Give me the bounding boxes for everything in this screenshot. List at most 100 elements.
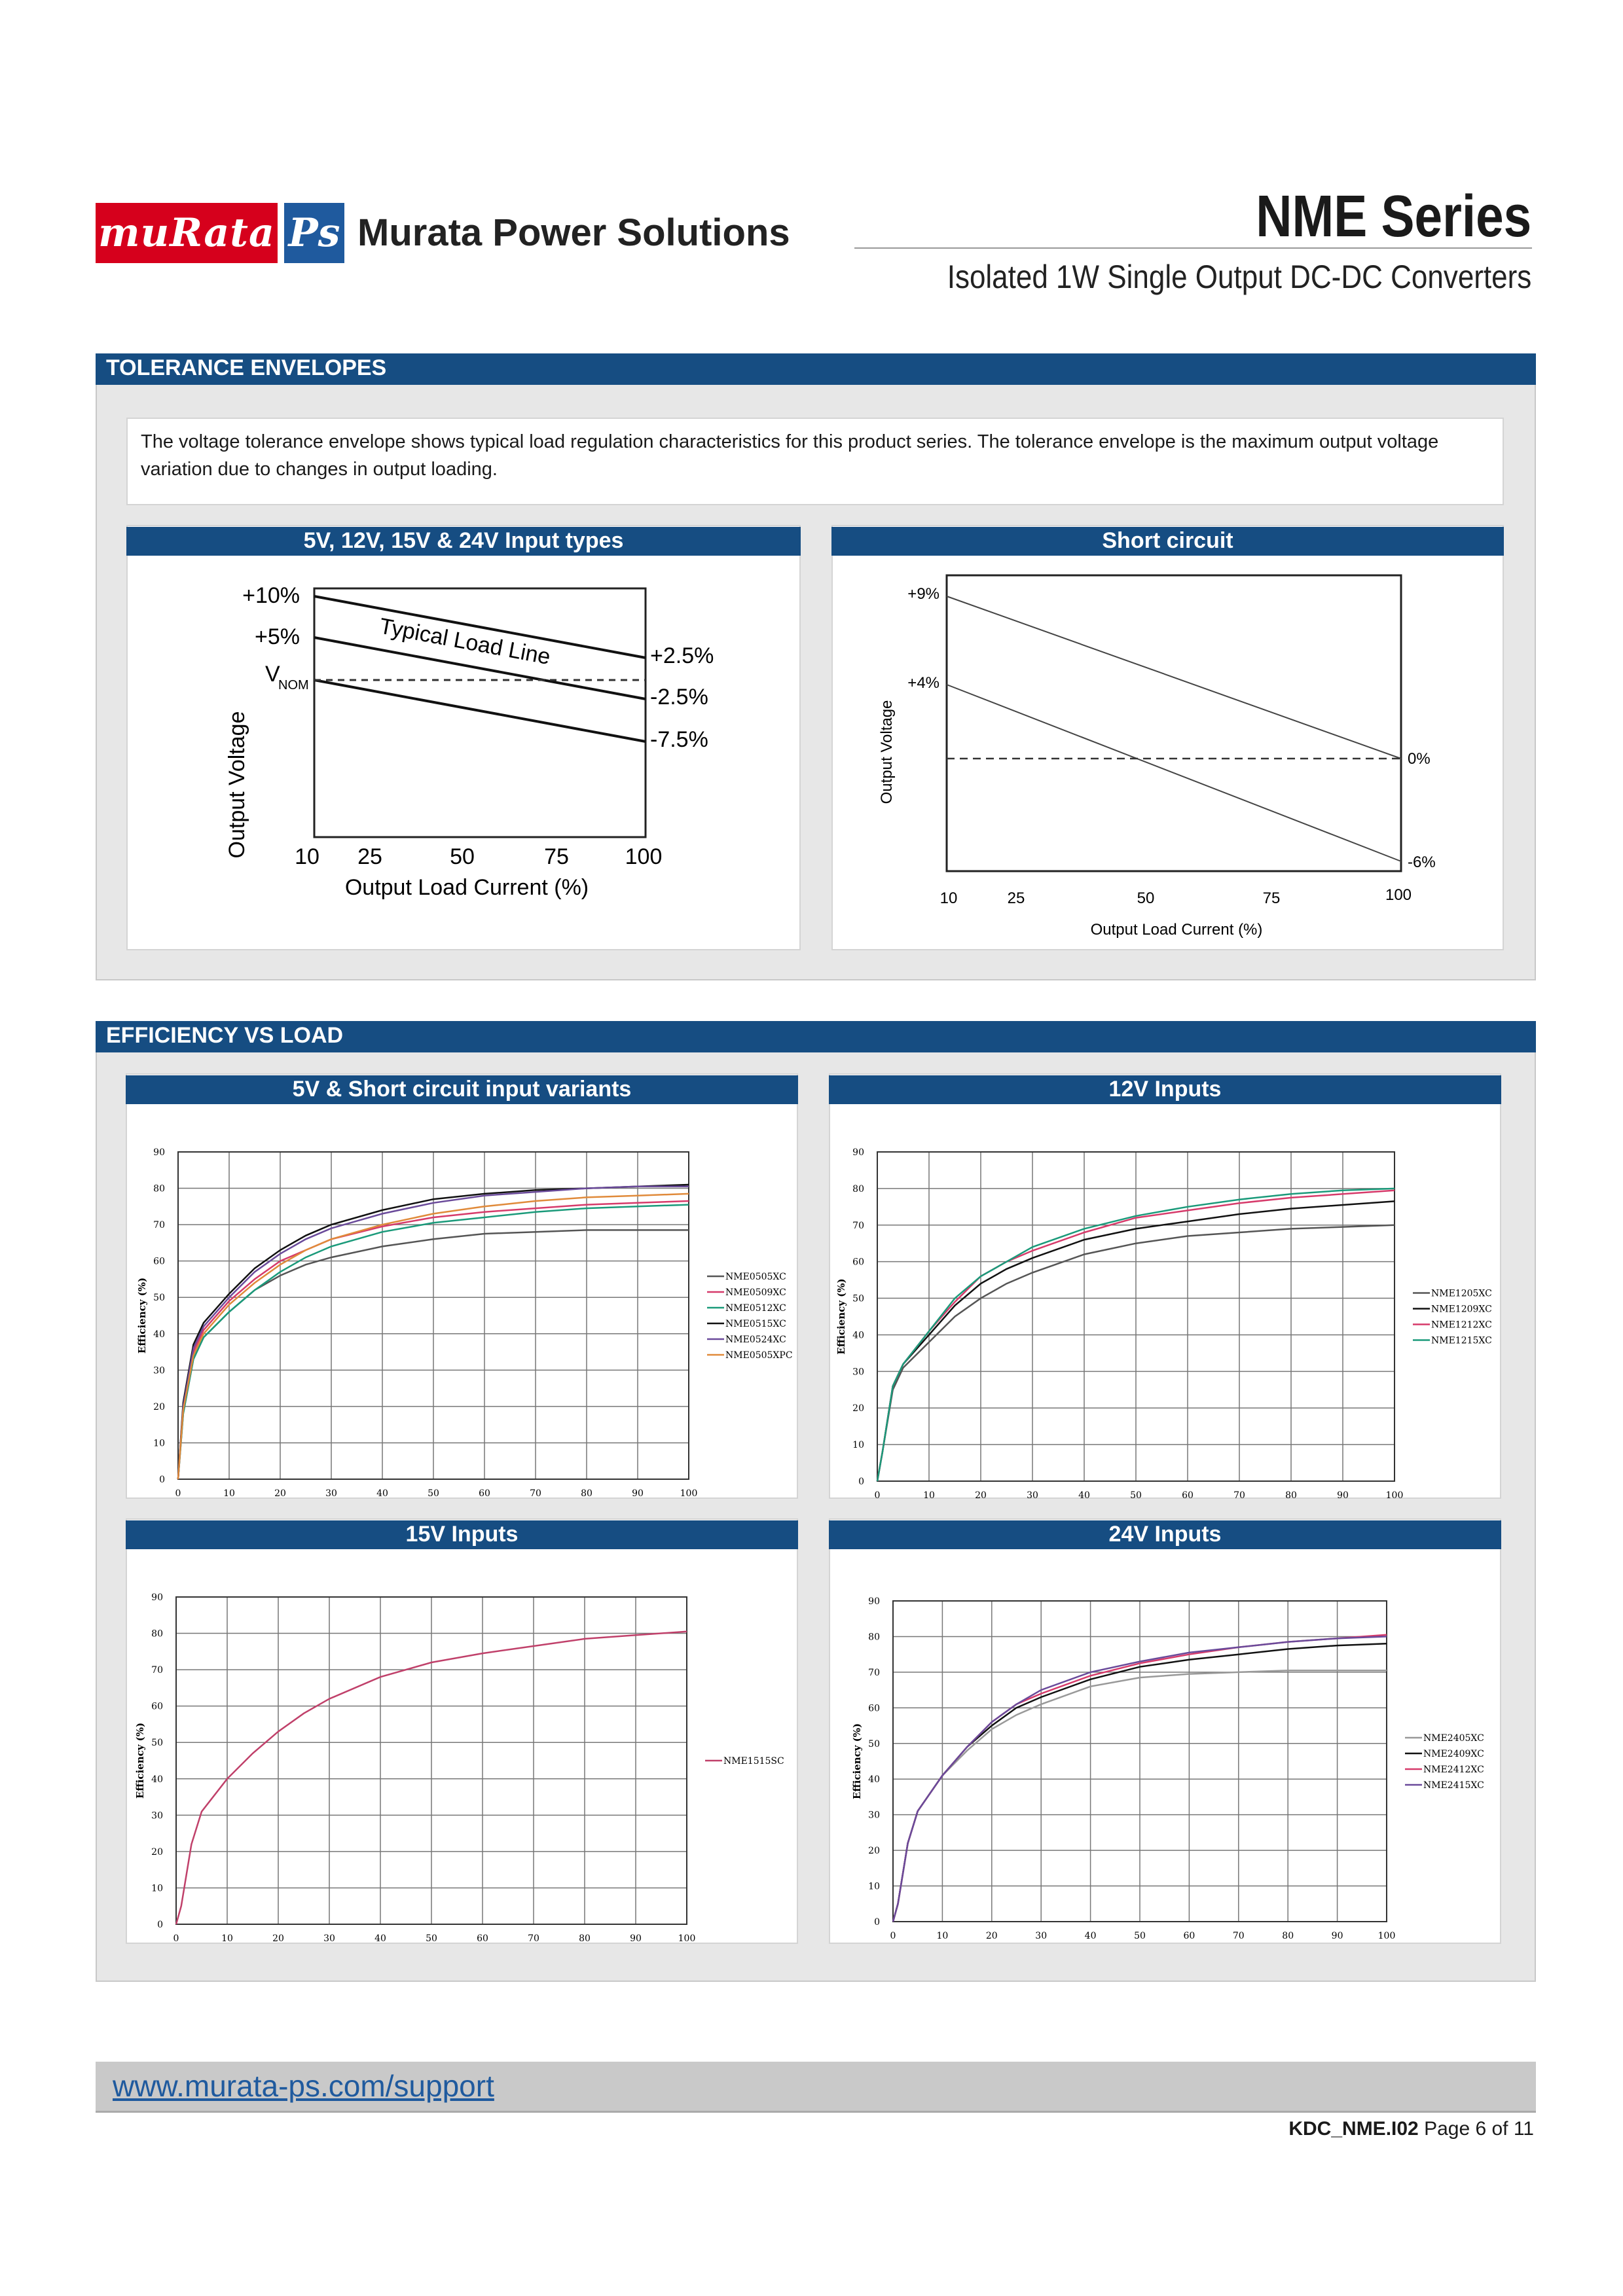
page-subtitle: Isolated 1W Single Output DC-DC Converte…: [947, 259, 1531, 295]
plot-frame: [177, 1151, 689, 1480]
x-tick-label: 10: [936, 1931, 948, 1941]
x-tick-label: 0: [890, 1931, 896, 1941]
y-tick-label: 70: [151, 1665, 163, 1676]
x-tick-label: 20: [272, 1933, 284, 1944]
label-plus5: +5%: [255, 624, 300, 649]
footer-bar: [96, 2062, 1536, 2113]
x-tick-label: 90: [632, 1488, 644, 1499]
x-tick-label: 80: [579, 1933, 591, 1944]
legend-label: NME0505XPC: [725, 1350, 793, 1361]
series-line: [177, 1183, 689, 1480]
y-tick-label: 50: [153, 1293, 165, 1303]
x-tick-label: 40: [376, 1488, 388, 1499]
label-minus7-5: -7.5%: [650, 727, 708, 752]
y-axis-label: Output Voltage: [225, 711, 249, 859]
y-tick-label: 20: [868, 1846, 880, 1856]
y-tick-label: 80: [151, 1629, 163, 1640]
x-tick-label: 50: [426, 1933, 437, 1944]
y-tick-label: 0: [157, 1920, 163, 1930]
x-tick-label: 80: [581, 1488, 593, 1499]
legend-label: NME2412XC: [1423, 1765, 1484, 1775]
series-line: [876, 1224, 1395, 1482]
y-tick-label: 20: [153, 1402, 165, 1412]
x-tick-label: 0: [175, 1488, 181, 1499]
x-tick-label: 30: [1035, 1931, 1047, 1941]
y-tick-label: 50: [151, 1738, 163, 1748]
x-axis-label: Output Load Current (%): [345, 875, 589, 900]
x-tick: 100: [625, 844, 663, 869]
input-types-card: [126, 525, 801, 950]
label-plus10: +10%: [242, 583, 300, 608]
legend-label: NME1209XC: [1431, 1304, 1492, 1315]
y-tick-label: 40: [151, 1774, 163, 1785]
series-line: [175, 1630, 687, 1925]
page-title: NME Series: [1256, 184, 1531, 249]
legend-label: NME0515XC: [725, 1319, 786, 1329]
series-line: [892, 1636, 1387, 1922]
efficiency-heading-24v: 24V Inputs: [829, 1520, 1501, 1549]
x-tick: 75: [544, 844, 569, 869]
plot-frame: [313, 587, 647, 838]
y-tick-label: 40: [868, 1774, 880, 1785]
x-tick-label: 40: [374, 1933, 386, 1944]
series-line: [177, 1185, 689, 1480]
y-tick-label: 0: [874, 1917, 880, 1928]
lower-envelope: [314, 679, 646, 743]
x-tick: 25: [357, 844, 382, 869]
y-tick-label: 30: [153, 1365, 165, 1376]
efficiency-heading-5v: 5V & Short circuit input variants: [126, 1075, 798, 1104]
short-circuit-card: [831, 525, 1504, 950]
murata-logo: muRata: [96, 203, 278, 263]
series-line: [177, 1193, 689, 1480]
y-tick-label: 40: [852, 1330, 864, 1340]
input-types-heading: 5V, 12V, 15V & 24V Input types: [126, 527, 801, 556]
x-tick-label: 20: [975, 1490, 987, 1499]
legend-label: NME1212XC: [1431, 1320, 1492, 1331]
efficiency-chart-12v: 0 10 20 30 40 50 60 70 80 90 100 0 10 20 30 40 50 60 70 80 9…: [835, 1147, 1492, 1499]
x-tick-label: 90: [1332, 1931, 1343, 1941]
label-minus2-5: -2.5%: [650, 685, 708, 709]
y-tick-label: 80: [153, 1184, 165, 1194]
y-tick-label: 90: [153, 1147, 165, 1158]
x-tick: 100: [1385, 886, 1412, 904]
legend-label: NME1215XC: [1431, 1336, 1492, 1346]
upper-envelope: [946, 596, 1402, 759]
series-line: [177, 1204, 689, 1480]
y-tick-label: 0: [858, 1477, 864, 1487]
efficiency-heading-15v: 15V Inputs: [126, 1520, 798, 1549]
brand-name: Murata Power Solutions: [357, 211, 790, 254]
doc-code: KDC_NME.I02: [1288, 2118, 1419, 2140]
x-tick-label: 20: [986, 1931, 998, 1941]
y-tick-label: 50: [852, 1294, 864, 1304]
x-tick-label: 100: [1386, 1490, 1404, 1499]
y-tick-label: 30: [151, 1810, 163, 1821]
upper-envelope: [314, 595, 646, 659]
page-info: KDC_NME.I02 Page 6 of 11: [1288, 2118, 1534, 2140]
plot-frame: [877, 1151, 1395, 1482]
y-tick-label: 10: [153, 1438, 165, 1448]
y-axis-label: Output Voltage: [878, 700, 896, 804]
x-tick-label: 70: [1233, 1931, 1245, 1941]
y-tick-label: 80: [868, 1632, 880, 1642]
x-tick: 50: [450, 844, 475, 869]
header-rule: [854, 247, 1532, 249]
plot-frame: [892, 1600, 1387, 1922]
x-tick-label: 10: [223, 1488, 235, 1499]
y-tick-label: 60: [868, 1703, 880, 1713]
legend-label: NME1515SC: [723, 1756, 784, 1767]
legend-label: NME2405XC: [1423, 1733, 1484, 1744]
x-tick-label: 50: [428, 1488, 439, 1499]
efficiency-chart-24v: 0 10 20 30 40 50 60 70 80 90 100 0 10 20 30 40 50 60 70 80 9…: [851, 1596, 1484, 1941]
x-tick-label: 70: [1233, 1490, 1245, 1499]
x-tick-label: 90: [630, 1933, 642, 1944]
x-tick-label: 60: [1183, 1931, 1195, 1941]
support-link[interactable]: www.murata-ps.com/support: [113, 2069, 494, 2103]
tolerance-note: The voltage tolerance envelope shows typ…: [126, 418, 1504, 505]
x-tick-label: 90: [1337, 1490, 1349, 1499]
legend-label: NME1205XC: [1431, 1289, 1492, 1299]
legend-label: NME0509XC: [725, 1287, 786, 1298]
efficiency-heading: EFFICIENCY VS LOAD: [96, 1021, 1536, 1052]
x-tick-label: 70: [528, 1933, 539, 1944]
legend-label: NME0505XC: [725, 1272, 786, 1282]
y-tick-label: 90: [852, 1147, 864, 1158]
